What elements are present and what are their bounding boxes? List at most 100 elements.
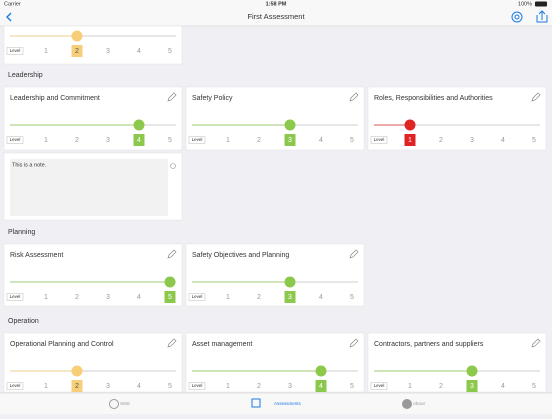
level-option[interactable]: 3	[106, 383, 110, 390]
level-option[interactable]: 5	[532, 137, 536, 144]
level-option[interactable]: 4	[137, 48, 141, 55]
level-option[interactable]: 1	[44, 383, 48, 390]
settings-button[interactable]	[511, 11, 523, 23]
level-option[interactable]: 2	[75, 294, 79, 301]
slider-knob[interactable]	[315, 365, 327, 377]
level-option[interactable]: 1	[44, 137, 48, 144]
note-field[interactable]	[10, 159, 168, 216]
tab-label[interactable]: Assessments	[274, 401, 302, 406]
card[interactable]	[367, 332, 547, 393]
slider-knob[interactable]	[466, 365, 478, 377]
edit-button[interactable]	[349, 249, 359, 259]
level-option[interactable]: 5	[168, 137, 172, 144]
edit-button[interactable]	[531, 92, 541, 102]
level-option[interactable]: 1	[226, 383, 230, 390]
level-option[interactable]: 4	[501, 383, 505, 390]
note-text: This is a note.	[12, 162, 47, 168]
battery-icon	[535, 1, 547, 7]
selected-level-box	[466, 380, 478, 392]
card[interactable]	[185, 243, 365, 307]
level-option[interactable]: 1	[226, 294, 230, 301]
level-option[interactable]: 2	[257, 137, 261, 144]
level-option[interactable]: 1	[226, 137, 230, 144]
selected-level-box	[284, 291, 296, 303]
level-option[interactable]: 3	[106, 48, 110, 55]
selected-level: 5	[168, 294, 172, 301]
edit-button[interactable]	[167, 92, 177, 102]
level-option[interactable]: 3	[106, 137, 110, 144]
level-option[interactable]: 1	[44, 48, 48, 55]
selected-level-box	[284, 134, 296, 146]
edit-button[interactable]	[167, 249, 177, 259]
slider-knob[interactable]	[71, 30, 83, 42]
tab-icon[interactable]	[109, 399, 119, 409]
level-option[interactable]: 5	[350, 383, 354, 390]
edit-button[interactable]	[531, 338, 541, 348]
level-option[interactable]: 5	[168, 48, 172, 55]
level-option[interactable]: 4	[319, 137, 323, 144]
card[interactable]	[3, 243, 183, 307]
level-option[interactable]: 5	[350, 137, 354, 144]
level-option[interactable]: 3	[288, 383, 292, 390]
card-title: Roles, Responsibilities and Authorities	[374, 95, 493, 102]
level-option[interactable]: 2	[257, 383, 261, 390]
card[interactable]	[3, 25, 183, 65]
card[interactable]	[185, 86, 365, 151]
edit-button[interactable]	[167, 338, 177, 348]
level-option[interactable]: 1	[408, 383, 412, 390]
level-option[interactable]: 4	[137, 383, 141, 390]
card[interactable]	[3, 86, 183, 151]
selected-level: 3	[288, 294, 292, 301]
level-option[interactable]: 5	[350, 294, 354, 301]
level-option[interactable]: 4	[137, 294, 141, 301]
battery-level: 100%	[518, 1, 532, 7]
card[interactable]	[367, 86, 547, 151]
card-title: Operational Planning and Control	[10, 341, 114, 348]
back-button[interactable]	[6, 12, 12, 22]
level-label-box	[188, 136, 206, 144]
selected-level: 2	[75, 383, 79, 390]
level-option[interactable]: 3	[470, 137, 474, 144]
card-title: Risk Assessment	[10, 252, 63, 259]
section-label: Leadership	[8, 72, 43, 79]
selected-level: 3	[288, 137, 292, 144]
level-option[interactable]: 3	[106, 294, 110, 301]
card-title: Leadership and Commitment	[10, 95, 100, 102]
carrier: Carrier	[4, 1, 21, 7]
slider-knob[interactable]	[133, 119, 145, 131]
tab-label[interactable]: About	[413, 401, 426, 406]
tab-icon[interactable]	[251, 398, 261, 408]
slider-knob[interactable]	[71, 365, 83, 377]
card-title: Safety Objectives and Planning	[192, 252, 289, 259]
level-option[interactable]: 2	[75, 137, 79, 144]
level-option[interactable]: 2	[439, 383, 443, 390]
selected-level-box	[315, 380, 327, 392]
level-option[interactable]: 5	[168, 383, 172, 390]
tab-icon[interactable]	[402, 399, 412, 409]
level-label: Level	[374, 137, 385, 142]
level-label-box	[6, 47, 24, 55]
level-option[interactable]: 1	[44, 294, 48, 301]
section-label: Operation	[8, 318, 39, 325]
edit-button[interactable]	[349, 92, 359, 102]
level-option[interactable]: 4	[501, 137, 505, 144]
edit-button[interactable]	[349, 338, 359, 348]
card[interactable]	[3, 332, 183, 393]
selected-level-box	[71, 380, 83, 392]
share-button[interactable]	[536, 10, 548, 23]
level-option[interactable]: 2	[439, 137, 443, 144]
slider-knob[interactable]	[164, 276, 176, 288]
card[interactable]	[185, 332, 365, 393]
level-option[interactable]: 4	[319, 294, 323, 301]
section-label: Planning	[8, 229, 35, 236]
slider-knob[interactable]	[284, 276, 296, 288]
slider-knob[interactable]	[404, 119, 416, 131]
level-option[interactable]: 2	[257, 294, 261, 301]
note-clear-button[interactable]	[170, 163, 176, 169]
selected-level: 2	[75, 48, 79, 55]
slider-knob[interactable]	[284, 119, 296, 131]
selected-level-box	[133, 134, 145, 146]
tab-label[interactable]: SMS	[120, 401, 130, 406]
level-option[interactable]: 5	[532, 383, 536, 390]
